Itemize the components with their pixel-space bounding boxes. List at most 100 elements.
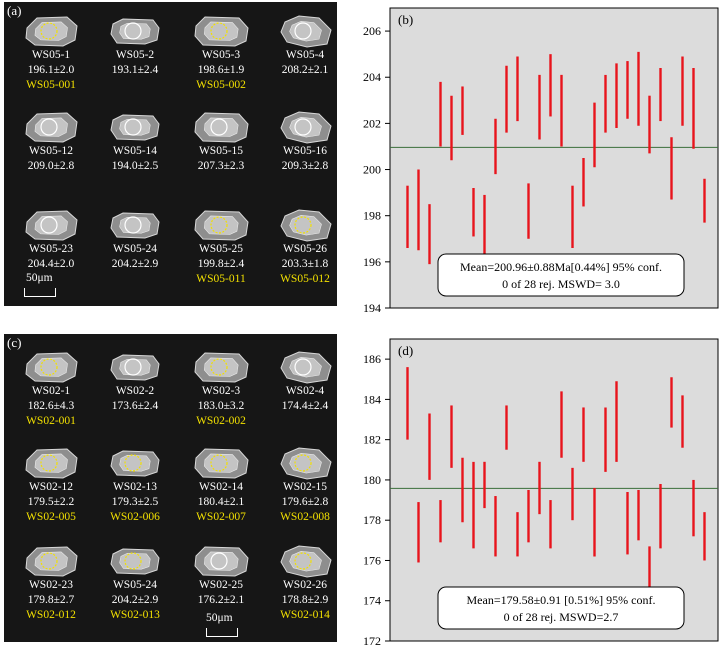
panel-label: (b) [398, 12, 413, 27]
zircon-core [204, 453, 239, 473]
zircon-cell: WS05-4 208.2±2.1 [264, 14, 346, 78]
grain-label: WS02-2 [115, 385, 155, 397]
zircon-core [204, 357, 239, 377]
analysis-spot-circle [210, 454, 228, 472]
analysis-spot-circle [210, 216, 228, 234]
chart-d: (d) 172 174 176 178 180 182 184 186 Mean=179.58±0… [363, 338, 719, 647]
grain-age: 204.2±2.9 [111, 594, 159, 606]
grain-age: 174.4±2.4 [281, 400, 329, 412]
grain-age: 194.0±2.5 [111, 160, 159, 172]
scale-label-c: 50μm [206, 612, 233, 624]
zircon-image [23, 208, 79, 242]
zircon-cell: WS02-25 176.2±2.1 [180, 544, 262, 608]
analysis-spot-circle [40, 552, 58, 570]
grain-age: 207.3±2.3 [197, 160, 245, 172]
zircon-cell: WS05-23 204.4±2.0 [10, 208, 92, 272]
zircon-cell: WS05-3 198.6±1.9 WS05-002 [180, 14, 262, 93]
grain-label: WS05-24 [112, 243, 158, 255]
y-tick-label: 198 [363, 209, 381, 223]
grain-age: 208.2±2.1 [281, 64, 329, 76]
grain-age: 180.4±2.1 [197, 496, 245, 508]
analysis-spot-circle [40, 118, 58, 136]
zircon-image [193, 14, 249, 48]
zircon-image [107, 14, 163, 48]
zircon-image [277, 446, 333, 480]
zircon-image [107, 544, 163, 578]
grain-label: WS02-3 [201, 385, 241, 397]
cl-panel-a: (a) 50μm WS05-1 196.1±2.0 WS05-001 WS05-2 19… [4, 2, 337, 306]
analysis-spot-circle [40, 216, 58, 234]
spot-label: WS02-002 [196, 415, 246, 427]
spot-label: WS02-007 [196, 511, 246, 523]
spot-label: WS02-005 [26, 511, 76, 523]
zircon-cell: WS05-24 204.2±2.9 [94, 208, 176, 272]
zircon-image [107, 446, 163, 480]
panel-label: (d) [398, 343, 413, 358]
mean-annotation-text: 0 of 28 rej. MSWD= 3.0 [502, 277, 620, 291]
grain-age: 204.2±2.9 [111, 258, 159, 270]
grain-label: WS02-1 [31, 385, 71, 397]
analysis-spot-circle [210, 552, 228, 570]
zircon-cell: WS05-15 207.3±2.3 [180, 110, 262, 174]
spot-label: WS05-001 [26, 79, 76, 91]
analysis-spot-circle [40, 358, 58, 376]
y-tick-label: 202 [363, 116, 381, 130]
y-tick-label: 178 [363, 513, 381, 527]
spot-label: WS02-012 [26, 609, 76, 621]
zircon-core [204, 21, 239, 41]
analysis-spot-circle [294, 22, 312, 40]
grain-label: WS02-12 [28, 481, 74, 493]
zircon-cell: WS02-23 179.8±2.7 WS02-012 [10, 544, 92, 623]
grain-age: 179.3±2.5 [111, 496, 159, 508]
grain-age: 209.0±2.8 [27, 160, 75, 172]
zircon-cell: WS02-2 173.6±2.4 [94, 350, 176, 414]
zircon-core [119, 358, 151, 376]
grain-age: 173.6±2.4 [111, 400, 159, 412]
analysis-spot-circle [294, 358, 312, 376]
grain-label: WS05-4 [285, 49, 325, 61]
analysis-spot-circle [40, 22, 58, 40]
zircon-core [204, 551, 239, 571]
spot-label: WS02-013 [110, 609, 160, 621]
zircon-core [204, 215, 239, 235]
chart-b: (b) 194 196 198 200 202 204 206 Mean=200.96±0.88… [363, 7, 719, 315]
y-tick-label: 174 [363, 594, 381, 608]
grain-label: WS02-25 [198, 579, 244, 591]
grain-age: 203.3±1.8 [281, 258, 329, 270]
analysis-spot-circle [124, 118, 142, 136]
zircon-image [277, 110, 333, 144]
spot-label: WS02-006 [110, 511, 160, 523]
analysis-spot-circle [294, 454, 312, 472]
spot-label: WS02-014 [280, 609, 330, 621]
zircon-cell: WS05-14 194.0±2.5 [94, 110, 176, 174]
zircon-image [23, 110, 79, 144]
analysis-spot-circle [124, 22, 142, 40]
y-tick-label: 186 [363, 352, 381, 366]
scale-bar-c [206, 628, 238, 637]
y-tick-label: 184 [363, 392, 381, 406]
zircon-cell: WS02-1 182.6±4.3 WS02-001 [10, 350, 92, 429]
zircon-cell: WS02-3 183.0±3.2 WS02-002 [180, 350, 262, 429]
grain-age: 204.4±2.0 [27, 258, 75, 270]
zircon-image [277, 14, 333, 48]
grain-label: WS05-14 [112, 145, 158, 157]
zircon-core [119, 454, 151, 472]
zircon-cell: WS05-1 196.1±2.0 WS05-001 [10, 14, 92, 93]
spot-label: WS05-002 [196, 79, 246, 91]
mean-annotation-box [437, 253, 685, 297]
y-tick-label: 176 [363, 553, 381, 567]
zircon-core [34, 117, 68, 137]
analysis-spot-circle [210, 22, 228, 40]
grain-label: WS02-23 [28, 579, 74, 591]
analysis-spot-circle [124, 454, 142, 472]
y-tick-label: 204 [363, 70, 381, 84]
grain-age: 179.6±2.8 [281, 496, 329, 508]
grain-label: WS05-12 [28, 145, 74, 157]
zircon-image [107, 350, 163, 384]
spot-label: WS05-011 [196, 273, 246, 285]
panel-letter-a: (a) [7, 3, 22, 18]
panel-letter-c: (c) [7, 335, 22, 350]
zircon-core [34, 357, 68, 377]
analysis-spot-circle [294, 118, 312, 136]
zircon-cell: WS02-15 179.6±2.8 WS02-008 [264, 446, 346, 525]
